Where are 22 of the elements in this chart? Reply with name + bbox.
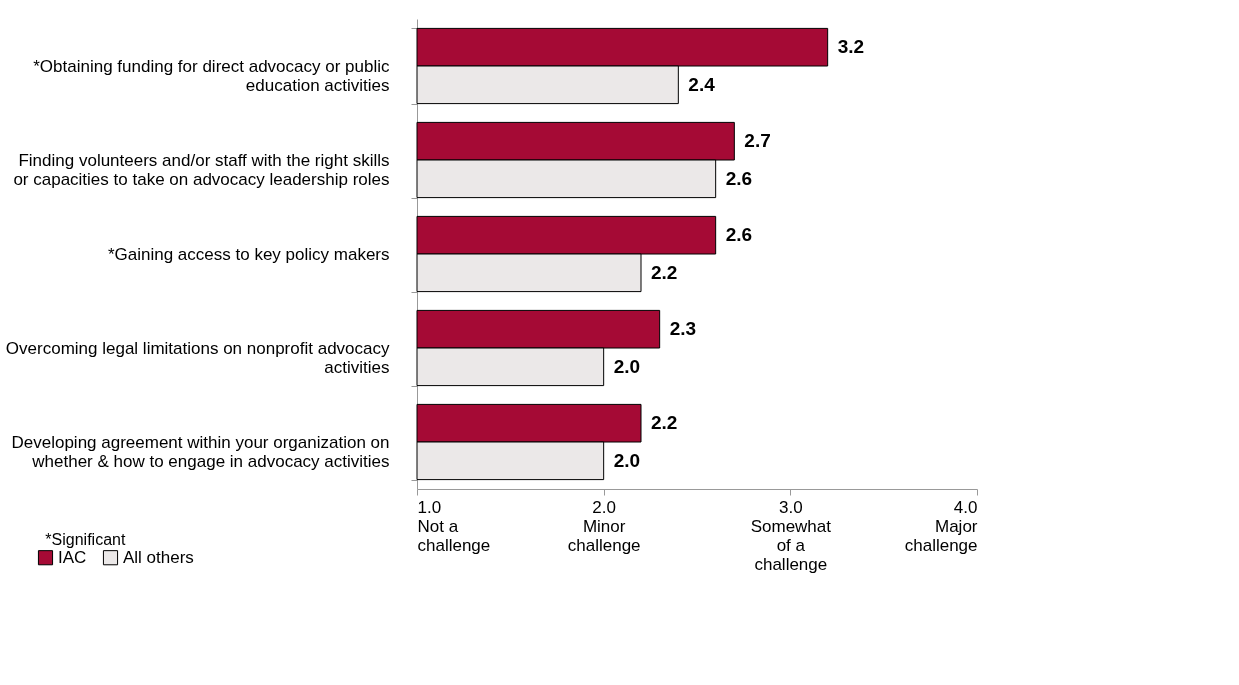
text: *Significant	[45, 531, 126, 548]
x-tick-label: 2.0 Minor challenge	[567, 497, 641, 555]
y-tick-label: Developing agreement within your organization on whether & how to engage in advocacy activities	[11, 432, 390, 471]
data-label: 3.2	[837, 36, 865, 58]
data-label: 2.6	[725, 167, 753, 189]
y-tick-label: Finding volunteers and/or staff with the right skills or capacities to take on advocacy leadership roles	[13, 150, 390, 189]
data-label: 2.6	[725, 224, 753, 246]
data-label: 2.2	[651, 261, 678, 283]
data-label: 2.0	[613, 355, 641, 377]
x-tick-label: 3.0 Somewhat of a challenge	[750, 497, 832, 574]
data-label: 2.3	[669, 318, 697, 340]
x-tick-label: 4.0 Major challenge	[904, 497, 978, 555]
y-tick-label: Overcoming legal limitations on nonprofit advocacy activities	[5, 338, 390, 377]
data-label: 2.0	[613, 449, 641, 471]
legend-label: IAC	[58, 547, 87, 567]
y-tick-label: *Gaining access to key policy makers	[107, 244, 390, 264]
x-tick-label: 1.0 Not a challenge	[417, 497, 491, 555]
data-label: 2.7	[744, 130, 771, 152]
data-label: 2.2	[651, 412, 678, 434]
y-tick-label: *Obtaining funding for direct advocacy or public education activities	[33, 56, 390, 95]
data-label: 2.4	[688, 73, 716, 95]
legend-label: All others	[123, 547, 194, 567]
